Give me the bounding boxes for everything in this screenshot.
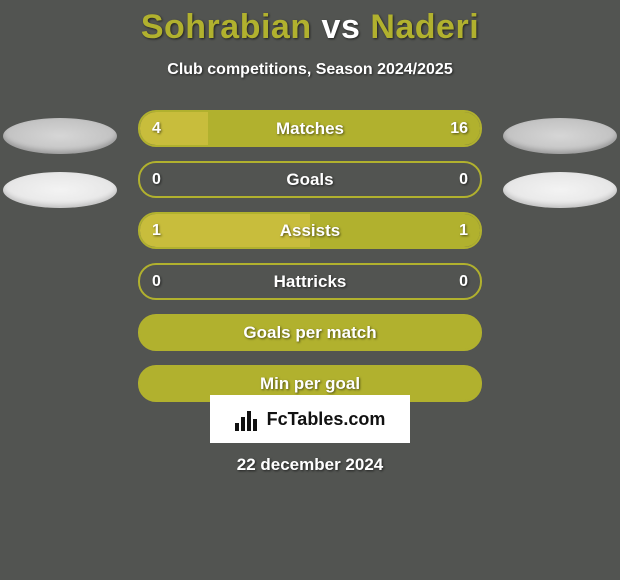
player2-avatar-1 xyxy=(503,118,617,154)
stat-value-right: 16 xyxy=(450,112,468,145)
stat-row: 416Matches xyxy=(138,110,482,147)
stat-value-right: 0 xyxy=(459,265,468,298)
stat-label: Goals xyxy=(140,163,480,196)
stats-column: 416Matches00Goals11Assists00HattricksGoa… xyxy=(138,110,482,416)
stat-value-left: 0 xyxy=(152,265,161,298)
vs-separator: vs xyxy=(322,8,361,46)
brand-badge: FcTables.com xyxy=(210,395,410,443)
stat-value-right: 0 xyxy=(459,163,468,196)
page-title: Sohrabian vs Naderi xyxy=(0,0,620,47)
player1-avatar-2 xyxy=(3,172,117,208)
stat-row: 11Assists xyxy=(138,212,482,249)
stat-value-left: 4 xyxy=(152,112,161,145)
stat-fill-right xyxy=(310,214,480,247)
stat-row: 0 0Hattricks xyxy=(138,263,482,300)
brand-text: FcTables.com xyxy=(267,409,386,430)
stat-value-left: 1 xyxy=(152,214,161,247)
brand-logo-icon xyxy=(235,407,261,431)
stat-fill-right xyxy=(208,112,480,145)
player1-avatar-1 xyxy=(3,118,117,154)
stat-fill-left xyxy=(140,112,208,145)
comparison-card: Sohrabian vs Naderi Club competitions, S… xyxy=(0,0,620,580)
stat-row: 0 0Goals xyxy=(138,161,482,198)
player1-name: Sohrabian xyxy=(141,8,312,46)
stat-label: Hattricks xyxy=(140,265,480,298)
stat-fill-left xyxy=(140,214,310,247)
stat-row: Goals per match xyxy=(138,314,482,351)
subtitle: Club competitions, Season 2024/2025 xyxy=(0,61,620,79)
stat-label: Goals per match xyxy=(140,316,480,349)
stat-value-right: 1 xyxy=(459,214,468,247)
player2-name: Naderi xyxy=(370,8,479,46)
footer-date: 22 december 2024 xyxy=(0,455,620,475)
player2-avatar-2 xyxy=(503,172,617,208)
stat-value-left: 0 xyxy=(152,163,161,196)
